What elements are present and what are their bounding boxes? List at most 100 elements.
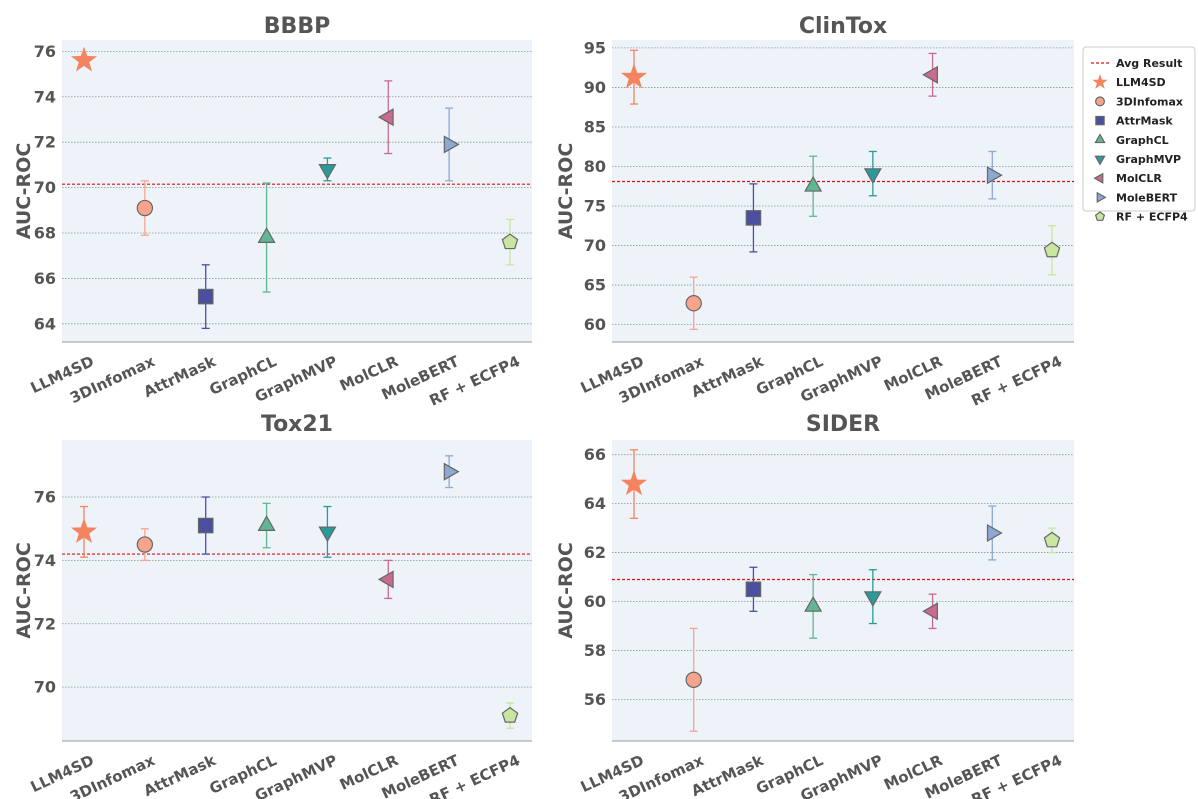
legend-label: MolCLR [1116,172,1162,185]
y-tick-label: 72 [34,133,56,152]
point-3dinfomax [685,671,702,689]
y-tick-label: 68 [34,224,56,243]
point-molclr [922,602,938,621]
legend-item-attrmask: AttrMask [1095,115,1173,128]
y-tick-label: 64 [584,494,606,513]
legend-item-graphmvp: GraphMVP [1094,153,1181,166]
point-molclr [377,570,394,589]
y-tick-label: 76 [34,488,56,507]
plot-area [62,40,532,342]
panel-title: SIDER [806,412,880,437]
point-llm4sd [70,518,98,544]
legend-marker [1094,155,1106,166]
y-tick-label: 85 [584,117,606,136]
y-axis-label: AUC-ROC [555,542,577,639]
point-rf-ecfp4 [1043,241,1061,258]
y-tick-label: 80 [584,157,606,176]
plot-area [62,440,532,741]
legend-item-molebert: MoleBERT [1096,191,1178,204]
y-tick-label: 70 [34,678,56,697]
panel-clintox: 6065707580859095ClinToxAUC-ROCLLM4SD3DIn… [555,14,1074,410]
legend-item-avg-result: Avg Result [1091,57,1182,70]
point-llm4sd [70,46,98,72]
point-attrmask [745,581,762,598]
point-3dinfomax [685,295,702,312]
point-rf-ecfp4 [501,706,519,723]
panel-tox21: 70727476Tox21AUC-ROCLLM4SD3DInfomaxAttrM… [13,412,532,799]
y-tick-label: 75 [584,197,606,216]
y-tick-label: 62 [584,543,606,562]
legend-frame [1082,46,1196,212]
y-tick-label: 76 [34,42,56,61]
panel-bbbp: 64666870727476BBBPAUC-ROCLLM4SD3DInfomax… [13,14,532,410]
point-attrmask [745,210,762,226]
panel-title: BBBP [264,14,330,39]
y-tick-label: 66 [34,269,56,288]
legend-marker [1095,96,1105,107]
point-graphmvp [318,164,337,180]
y-tick-label: 60 [584,592,606,611]
plot-area [612,440,1074,741]
y-tick-label: 70 [34,178,56,197]
legend-label: GraphCL [1116,134,1169,147]
point-attrmask [197,517,214,534]
legend-label: RF + ECFP4 [1116,211,1188,224]
y-tick-label: 90 [584,78,606,97]
point-graphcl [257,227,276,243]
panel-title: Tox21 [261,412,333,437]
point-graphcl [257,515,276,531]
legend-item-graphcl: GraphCL [1094,133,1169,147]
legend-label: LLM4SD [1116,76,1166,89]
point-graphmvp [863,168,882,185]
point-rf-ecfp4 [1043,531,1061,548]
panel-sider: 565860626466SIDERAUC-ROCLLM4SD3DInfomaxA… [555,412,1074,799]
y-tick-label: 74 [34,87,56,106]
point-molclr [377,108,394,127]
legend-marker [1094,133,1106,144]
legend-label: MoleBERT [1116,191,1178,204]
point-molebert [443,135,460,154]
legend-marker [1095,115,1105,126]
y-axis-label: AUC-ROC [555,143,577,240]
legend-marker [1092,74,1108,89]
y-tick-label: 66 [584,445,606,464]
legend-label: GraphMVP [1116,153,1181,166]
legend-label: 3DInfomax [1116,95,1183,108]
point-graphcl [804,596,823,612]
y-axis-label: AUC-ROC [13,143,35,240]
point-molclr [922,65,938,84]
y-tick-label: 65 [584,276,606,295]
y-tick-label: 72 [34,614,56,633]
legend-marker [1094,211,1106,221]
legend-marker [1096,191,1107,204]
y-tick-label: 70 [584,236,606,255]
legend-label: AttrMask [1116,115,1173,128]
point-molebert [986,166,1003,185]
legend-item-molclr: MolCLR [1093,172,1162,185]
y-tick-label: 56 [584,690,606,709]
point-attrmask [197,288,214,305]
legend-marker [1093,172,1104,184]
y-tick-label: 74 [34,551,56,570]
point-llm4sd [620,63,648,89]
point-graphmvp [318,526,337,543]
y-tick-label: 64 [34,314,56,333]
point-rf-ecfp4 [501,233,519,250]
point-llm4sd [620,470,648,496]
point-3dinfomax [136,536,154,553]
y-tick-label: 58 [584,641,606,660]
plot-area [612,40,1074,342]
point-3dinfomax [136,199,154,217]
legend: Avg Result LLM4SD 3DInfomax AttrMask GraphCL… [1082,46,1196,224]
point-graphcl [804,175,823,192]
legend-label: Avg Result [1116,57,1182,70]
panel-title: ClinTox [799,14,887,39]
legend-item-3dinfomax: 3DInfomax [1095,95,1183,108]
point-molebert [443,462,460,481]
legend-item-llm4sd: LLM4SD [1092,74,1166,89]
legend-item-rf-ecfp4: RF + ECFP4 [1094,211,1188,224]
point-graphmvp [863,591,882,608]
y-axis-label: AUC-ROC [13,542,35,639]
y-tick-label: 95 [584,38,606,57]
